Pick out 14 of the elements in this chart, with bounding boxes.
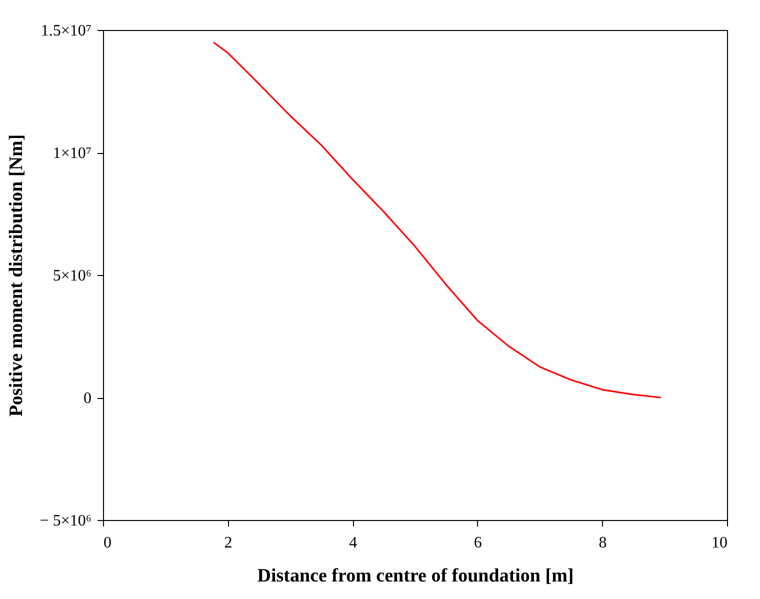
x-tick-label: 6 bbox=[474, 534, 482, 552]
y-tick-label: 1.5×10⁷ bbox=[40, 22, 92, 40]
x-tick-label: 2 bbox=[224, 534, 232, 552]
y-tick-label: 1×10⁷ bbox=[52, 145, 92, 162]
x-axis-title: Distance from centre of foundation [m] bbox=[257, 566, 574, 586]
line-series bbox=[213, 42, 662, 398]
x-tick-label: 4 bbox=[349, 534, 358, 552]
x-tick-label: 10 bbox=[712, 534, 728, 552]
x-tick-label: 8 bbox=[598, 534, 607, 552]
y-tick-label: − 5×10⁶ bbox=[40, 512, 92, 530]
y-tick-label: 0 bbox=[84, 390, 92, 407]
y-tick-label: 5×10⁶ bbox=[52, 268, 92, 284]
y-axis-title: Positive moment distribution [Nm] bbox=[6, 134, 27, 417]
x-tick-label: 0 bbox=[104, 534, 112, 552]
